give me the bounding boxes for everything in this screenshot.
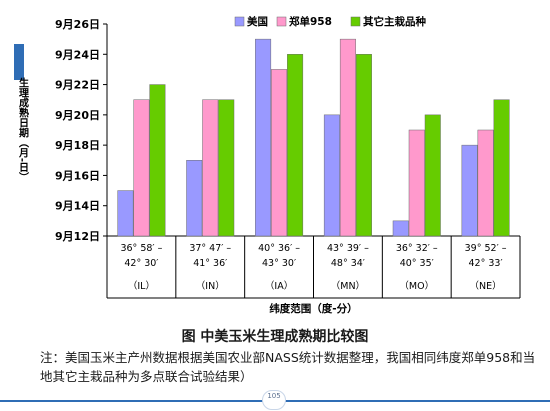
category-range-line2: 41° 36′ <box>193 258 227 269</box>
category-state-label: （IL） <box>128 280 155 292</box>
category-state-label: （IN） <box>196 280 225 292</box>
bar-0-5 <box>461 144 478 237</box>
y-tick-label: 9月16日 <box>55 169 100 182</box>
bar-2-1 <box>218 99 235 237</box>
legend-label-1: 郑单958 <box>289 15 332 28</box>
category-range-line1: 37° 47′ – <box>189 243 231 254</box>
legend-label-0: 美国 <box>247 15 268 28</box>
bar-1-5 <box>477 129 494 237</box>
x-axis-title: 纬度范围（度-分） <box>269 302 357 315</box>
legend-label-2: 其它主栽品种 <box>363 15 426 28</box>
category-state-label: （IA） <box>265 280 293 292</box>
category-state-label: （MO） <box>399 280 434 292</box>
bar-1-1 <box>202 99 219 237</box>
bar-0-2 <box>255 38 272 237</box>
category-range-line2: 42° 30′ <box>124 258 158 269</box>
category-range-line2: 40° 35′ <box>400 258 434 269</box>
maturity-bar-chart: 9月12日 9月14日 9月16日 9月18日 9月20日 9月22日 9月24日 9月26日… <box>17 15 521 315</box>
y-tick-label: 9月24日 <box>55 48 100 61</box>
bar-0-0 <box>117 190 134 237</box>
category-state-label: （MN） <box>331 280 365 292</box>
category-range-line2: 43° 30′ <box>262 258 296 269</box>
category-range-line2: 42° 33′ <box>469 258 503 269</box>
bar-1-0 <box>133 99 150 237</box>
category-state-label: （NE） <box>470 280 502 292</box>
y-axis-title: 生理成熟日期（月-日） <box>17 77 30 182</box>
bar-2-4 <box>424 114 441 237</box>
y-tick-label: 9月22日 <box>55 79 100 92</box>
legend-swatch-1 <box>276 16 287 27</box>
legend-swatch-2 <box>350 16 361 27</box>
figure-note: 注：美国玉米主产州数据根据美国农业部NASS统计数据整理，我国相同纬度郑单958… <box>40 350 536 384</box>
category-range-line1: 36° 32′ – <box>396 243 438 254</box>
category-range-line1: 40° 36′ – <box>258 243 300 254</box>
category-range-line1: 36° 58′ – <box>120 243 162 254</box>
category-range-line1: 39° 52′ – <box>465 243 507 254</box>
y-tick-label: 9月18日 <box>55 139 100 152</box>
y-tick-label: 9月12日 <box>55 230 100 243</box>
chart-axes <box>103 23 521 299</box>
y-tick-label: 9月14日 <box>55 200 100 213</box>
bar-1-4 <box>408 129 425 237</box>
chart-labels: 9月12日 9月14日 9月16日 9月18日 9月20日 9月22日 9月24日 9月26日… <box>17 18 507 315</box>
bar-2-5 <box>493 99 510 237</box>
chart-legend: 美国 郑单958 其它主栽品种 <box>234 15 426 28</box>
bar-0-3 <box>323 114 340 237</box>
bar-0-1 <box>186 160 203 237</box>
y-tick-label: 9月20日 <box>55 109 100 122</box>
bar-1-3 <box>339 38 356 237</box>
category-range-line1: 43° 39′ – <box>327 243 369 254</box>
y-tick-label: 9月26日 <box>55 18 100 31</box>
category-range-line2: 48° 34′ <box>331 258 365 269</box>
legend-swatch-0 <box>234 16 245 27</box>
bar-2-0 <box>149 84 166 237</box>
bar-2-2 <box>287 54 304 237</box>
bar-0-4 <box>392 220 409 237</box>
bar-1-2 <box>271 69 288 237</box>
figure-caption: 图 中美玉米生理成熟期比较图 <box>181 329 369 345</box>
slide-accent-bar <box>14 44 24 80</box>
chart-bars <box>117 38 510 237</box>
bar-2-3 <box>355 54 372 237</box>
page-number: 105 <box>262 390 286 410</box>
